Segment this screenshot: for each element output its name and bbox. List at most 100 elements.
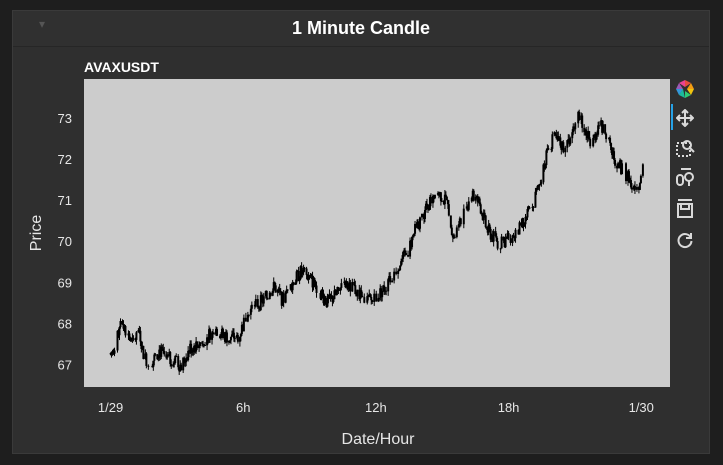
candle-body <box>259 295 262 310</box>
candle-body <box>225 332 228 343</box>
candle-body <box>135 332 138 340</box>
candle-body <box>604 124 607 134</box>
candle-body <box>361 295 364 298</box>
candle-body <box>470 197 473 202</box>
candle-body <box>347 287 350 290</box>
candle-body <box>462 208 465 225</box>
candle-body <box>411 236 414 248</box>
candle-body <box>505 236 508 239</box>
candle-body <box>118 327 121 336</box>
candle-body <box>537 186 540 188</box>
candle-body <box>147 365 150 367</box>
candle-body <box>300 266 303 274</box>
x-axis: 1/29 6h 12h 18h 1/30 <box>98 400 654 415</box>
candle-body <box>282 293 285 303</box>
candle-body <box>495 236 498 242</box>
candle-body <box>597 125 600 135</box>
candle-body <box>128 333 131 339</box>
candle-body <box>211 332 214 340</box>
candle-body <box>301 270 304 274</box>
candle-body <box>527 208 530 210</box>
candle-body <box>145 353 148 366</box>
candle-body <box>242 317 245 332</box>
candle-body <box>340 283 343 288</box>
candle-body <box>262 296 265 304</box>
candle-body <box>528 207 531 209</box>
candle-body <box>375 293 378 302</box>
x-tick-label: 6h <box>236 400 250 415</box>
box-zoom-tool-icon[interactable] <box>674 137 696 159</box>
save-tool-icon[interactable] <box>674 198 696 220</box>
candle-body <box>589 138 592 147</box>
candle-body <box>381 290 384 298</box>
candle-body <box>443 194 446 205</box>
candle-body <box>329 293 332 298</box>
candle-body <box>371 300 374 302</box>
candle-body <box>526 209 529 218</box>
candle-body <box>391 280 394 283</box>
candle-body <box>455 227 458 238</box>
candle-body <box>484 215 487 228</box>
candle-body <box>496 241 499 249</box>
candle-body <box>221 328 224 336</box>
candle-body <box>514 229 517 239</box>
candle-body <box>405 253 408 255</box>
y-tick-label: 72 <box>58 152 72 167</box>
candle-body <box>621 163 624 175</box>
candle-body <box>199 342 202 346</box>
candle-body <box>504 238 507 248</box>
candle-body <box>142 345 145 359</box>
candle-body <box>450 227 453 235</box>
candle-body <box>292 282 295 285</box>
candle-body <box>297 270 300 281</box>
candle-body <box>502 236 505 241</box>
pan-tool-icon[interactable] <box>674 107 696 129</box>
candle-body <box>524 216 527 225</box>
candle-body <box>266 298 269 300</box>
candle-body <box>294 282 297 285</box>
y-axis: 67 68 69 70 71 72 73 <box>58 111 72 372</box>
y-tick-label: 69 <box>58 275 72 290</box>
candle-body <box>404 250 407 254</box>
candle-body <box>370 296 373 301</box>
candle-body <box>132 338 135 340</box>
y-tick-label: 68 <box>58 316 72 331</box>
wheel-zoom-tool-icon[interactable] <box>674 167 696 189</box>
candle-body <box>320 289 323 299</box>
collapse-arrow-icon[interactable]: ▾ <box>39 17 46 31</box>
candle-body <box>313 278 316 285</box>
candle-body <box>439 192 442 202</box>
candle-body <box>588 131 591 139</box>
candle-body <box>206 337 209 346</box>
candle-body <box>333 290 336 300</box>
candle-body <box>540 182 543 184</box>
candle-body <box>363 297 366 303</box>
candle-body <box>204 345 207 347</box>
candle-body <box>536 186 539 190</box>
candle-body <box>534 191 537 208</box>
bokeh-logo-icon[interactable] <box>674 78 696 100</box>
candle-body <box>479 204 482 214</box>
reset-tool-icon[interactable] <box>674 229 696 251</box>
candle-body <box>407 254 410 257</box>
candle-body <box>140 341 143 350</box>
candle-body <box>310 275 313 277</box>
candle-body <box>511 235 514 243</box>
candle-body <box>138 330 141 332</box>
candle-body <box>627 171 630 183</box>
candle-body <box>121 321 124 325</box>
active-tool-indicator <box>671 104 673 130</box>
candle-body <box>409 240 412 257</box>
candle-body <box>578 111 581 121</box>
candle-body <box>488 224 491 229</box>
candle-body <box>195 341 198 352</box>
candle-body <box>393 271 396 281</box>
candle-body <box>244 317 247 322</box>
candles <box>109 109 644 375</box>
candle-body <box>166 354 169 358</box>
candle-body <box>638 183 641 190</box>
candle-body <box>153 354 156 361</box>
candle-body <box>614 159 617 166</box>
candle-body <box>354 285 357 295</box>
